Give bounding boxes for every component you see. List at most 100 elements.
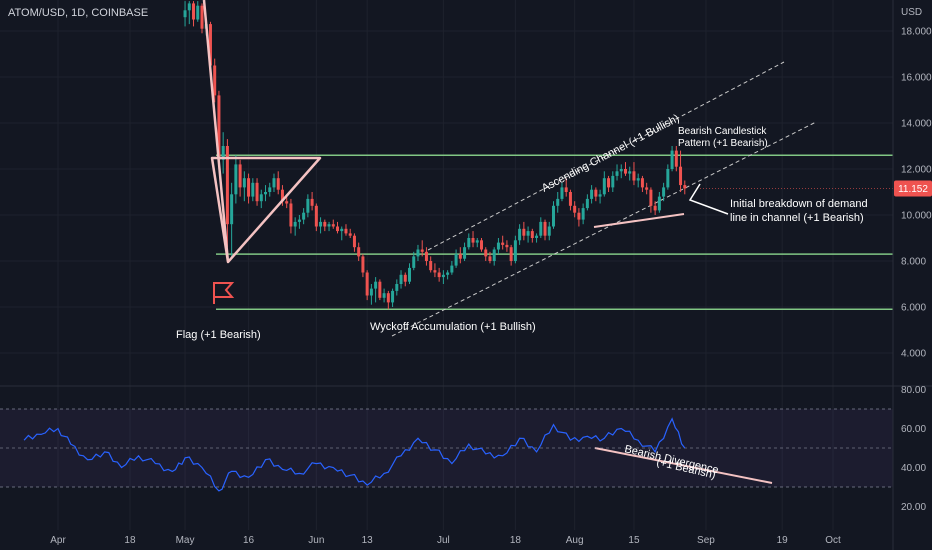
candlestick <box>454 249 458 268</box>
candle-body <box>674 150 678 167</box>
candle-body <box>590 189 594 199</box>
rsi-tick-label: 20.00 <box>901 502 926 513</box>
currency-label: USD <box>901 7 922 18</box>
candle-body <box>475 240 479 243</box>
candlestick <box>513 235 517 264</box>
candle-body <box>666 169 670 188</box>
candle-body <box>564 187 568 192</box>
candle-body <box>293 221 297 227</box>
candlestick <box>535 233 539 243</box>
candlestick <box>573 201 577 218</box>
candlestick <box>463 242 467 261</box>
candle-body <box>496 242 500 250</box>
candlestick <box>255 178 259 206</box>
flag-annotation: Flag (+1 Bearish) <box>176 329 261 341</box>
time-tick-label: 16 <box>243 535 255 546</box>
candle-body <box>251 182 255 197</box>
candle-body <box>217 95 221 160</box>
candle-body <box>670 150 674 169</box>
candlestick <box>556 192 560 213</box>
candle-body <box>412 256 416 268</box>
candlestick <box>247 173 251 204</box>
candle-body <box>454 254 458 266</box>
candle-body <box>285 201 289 204</box>
candlestick <box>602 171 606 197</box>
candle-body <box>424 251 428 261</box>
candlestick <box>446 270 450 280</box>
candle-body <box>331 224 335 227</box>
candle-body <box>200 5 204 29</box>
candle-body <box>183 10 187 18</box>
candlestick <box>412 251 416 271</box>
candle-body <box>446 272 450 275</box>
candle-body <box>395 284 399 291</box>
candle-body <box>645 187 649 190</box>
grid <box>0 0 893 530</box>
candle-body <box>391 290 395 303</box>
candlestick-pattern-annotation-line2: Pattern (+1 Bearish) <box>678 138 768 149</box>
candle-body <box>268 187 272 192</box>
time-tick-label: 18 <box>124 535 136 546</box>
candle-body <box>530 231 534 238</box>
time-axis[interactable]: Apr 18 May 16 Jun 13 Jul 18 Aug 15 Sep 19 Oct <box>50 535 841 546</box>
candle-body <box>374 281 378 289</box>
candlestick <box>539 217 543 238</box>
candle-body <box>386 293 390 303</box>
candle-body <box>509 247 513 261</box>
flag-icon <box>213 282 235 304</box>
candlestick <box>365 270 369 301</box>
candlestick <box>433 263 437 278</box>
candlestick <box>492 247 496 266</box>
candle-body <box>196 5 200 20</box>
candlestick <box>280 185 284 206</box>
candle-body <box>357 247 361 257</box>
candle-body <box>518 228 522 241</box>
candle-body <box>480 240 483 250</box>
candle-body <box>505 244 509 248</box>
rsi-axis[interactable]: 20.00 40.00 60.00 80.00 <box>901 385 926 513</box>
candlestick <box>213 58 217 103</box>
price-axis[interactable]: 4.000 6.000 8.000 10.000 12.000 14.000 16.000 1… <box>901 27 932 360</box>
rsi-divergence-line <box>594 447 773 484</box>
candlestick <box>594 187 598 202</box>
candle-body <box>416 249 420 257</box>
candlestick <box>242 171 246 202</box>
candlestick <box>420 240 424 257</box>
candle-body <box>264 192 268 195</box>
candle-body <box>234 164 238 195</box>
candle-body <box>640 178 644 188</box>
candle-body <box>255 182 259 202</box>
price-tick-label: 4.000 <box>901 349 926 360</box>
candle-body <box>458 254 462 259</box>
candlestick <box>568 189 572 211</box>
candle-body <box>501 242 505 245</box>
candle-body <box>238 164 242 188</box>
candlestick <box>319 217 323 234</box>
price-tick-label: 16.000 <box>901 73 932 84</box>
breakdown-annotation-line2: line in channel (+1 Bearish) <box>730 212 864 224</box>
time-tick-label: Jun <box>308 535 324 546</box>
candle-body <box>623 169 627 174</box>
candle-body <box>441 274 445 278</box>
candlestick <box>344 224 348 236</box>
candlestick <box>259 189 263 209</box>
candlestick <box>666 164 670 190</box>
candlestick <box>302 208 306 225</box>
candlestick <box>378 279 382 301</box>
candlestick <box>488 251 492 264</box>
candle-body <box>230 194 234 225</box>
candle-body <box>399 274 403 284</box>
candlestick <box>424 247 428 266</box>
price-tick-label: 6.000 <box>901 303 926 314</box>
candlestick <box>357 242 361 261</box>
candlestick <box>416 244 420 261</box>
candlestick <box>530 228 534 243</box>
support-trendline <box>593 213 685 228</box>
candle-body <box>577 212 581 220</box>
candlestick <box>683 180 687 195</box>
candle-body <box>556 198 560 206</box>
candlestick <box>496 238 500 255</box>
candle-body <box>450 265 454 273</box>
candle-body <box>547 226 551 236</box>
